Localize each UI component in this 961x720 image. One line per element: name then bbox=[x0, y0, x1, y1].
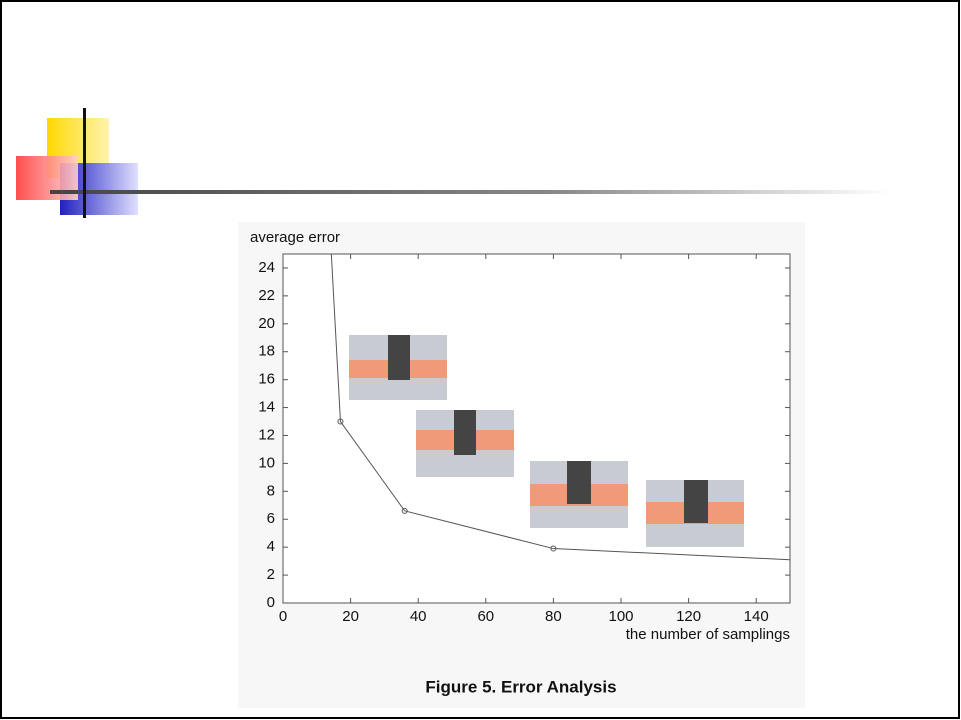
y-tick-label: 0 bbox=[267, 594, 275, 611]
y-tick-label: 18 bbox=[258, 343, 275, 360]
x-tick-label: 80 bbox=[545, 608, 562, 625]
y-tick-label: 16 bbox=[258, 371, 275, 388]
x-tick-label: 40 bbox=[410, 608, 427, 625]
x-tick-label: 100 bbox=[608, 608, 633, 625]
y-axis-label: average error bbox=[250, 229, 340, 246]
x-tick-label: 60 bbox=[477, 608, 494, 625]
photo-detail bbox=[454, 410, 476, 455]
y-tick-label: 10 bbox=[258, 454, 275, 471]
deco-rule bbox=[50, 190, 890, 194]
x-tick-label: 20 bbox=[342, 608, 359, 625]
y-tick-label: 14 bbox=[258, 399, 275, 416]
y-tick-label: 20 bbox=[258, 315, 275, 332]
deco-vline bbox=[83, 108, 86, 218]
x-axis-label: the number of samplings bbox=[626, 626, 790, 643]
slide: average error the number of samplings Fi… bbox=[0, 0, 961, 720]
x-tick-label: 120 bbox=[676, 608, 701, 625]
x-tick-label: 140 bbox=[744, 608, 769, 625]
y-tick-label: 6 bbox=[267, 510, 275, 527]
y-tick-label: 2 bbox=[267, 566, 275, 583]
y-tick-label: 12 bbox=[258, 426, 275, 443]
photo-detail bbox=[684, 480, 708, 523]
y-tick-label: 8 bbox=[267, 482, 275, 499]
x-tick-label: 0 bbox=[279, 608, 287, 625]
photo-detail bbox=[388, 335, 410, 380]
plot-frame bbox=[283, 254, 790, 603]
y-tick-label: 4 bbox=[267, 538, 275, 555]
y-tick-label: 24 bbox=[258, 259, 275, 276]
photo-detail bbox=[567, 461, 591, 504]
caption: Figure 5. Error Analysis bbox=[425, 677, 616, 696]
y-tick-label: 22 bbox=[258, 287, 275, 304]
